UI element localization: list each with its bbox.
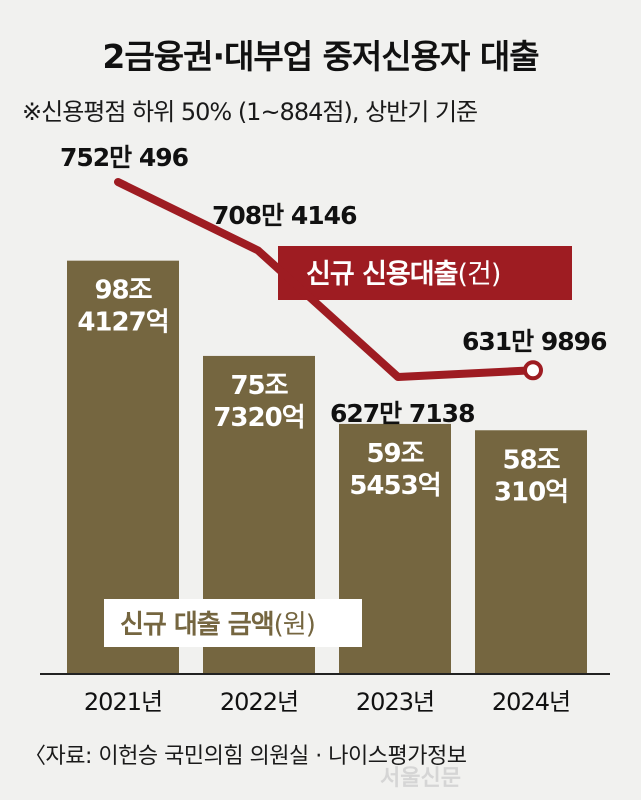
x-tick-label: 2023년 — [356, 688, 434, 716]
line-value-label: 631만 9896 — [462, 327, 607, 356]
line-end-marker — [523, 360, 543, 381]
bar-value-label: 7320억 — [213, 403, 304, 433]
bar-value-label: 58조 — [502, 445, 560, 475]
line-legend: 신규 신용대출(건) — [278, 246, 572, 300]
bar-legend-text: 신규 대출 금액(원) — [120, 610, 315, 640]
x-tick-label: 2024년 — [492, 688, 570, 716]
bar-value-label: 59조 — [366, 439, 424, 469]
x-tick-label: 2021년 — [84, 688, 162, 716]
x-tick-label: 2022년 — [220, 688, 298, 716]
chart-subtitle: ※신용평점 하위 50% (1~884점), 상반기 기준 — [22, 98, 478, 126]
line-legend-name: 신규 신용대출 — [306, 259, 458, 290]
watermark: 서울신문 — [380, 766, 461, 791]
line-data-labels: 752만 496 708만 4146 627만 7138 631만 9896 — [60, 143, 608, 428]
bar-value-label: 75조 — [230, 371, 288, 401]
line-value-label: 752만 496 — [60, 143, 189, 172]
bar-legend-unit: (원) — [274, 610, 315, 640]
line-value-label: 627만 7138 — [330, 399, 474, 428]
bar-legend-name: 신규 대출 금액 — [120, 610, 274, 640]
bar-value-label: 310억 — [494, 477, 568, 507]
bar-value-label: 4127억 — [77, 308, 168, 338]
line-legend-box — [278, 246, 572, 300]
line-legend-text: 신규 신용대출(건) — [306, 259, 500, 290]
line-series — [114, 178, 543, 381]
line-value-label: 708만 4146 — [212, 201, 357, 230]
bar-4 — [475, 430, 587, 674]
bar-value-label: 5453억 — [349, 471, 440, 501]
bar-legend-box — [104, 599, 362, 647]
line-path — [114, 178, 537, 381]
source-note: 〈자료: 이헌승 국민의힘 의원실 · 나이스평가정보 — [24, 744, 467, 769]
line-legend-unit: (건) — [457, 259, 500, 290]
chart-title: 2금융권·대부업 중저신용자 대출 — [102, 37, 539, 76]
x-axis-labels: 2021년 2022년 2023년 2024년 — [84, 688, 571, 716]
bar-legend: 신규 대출 금액(원) — [104, 599, 362, 647]
bar-value-label: 98조 — [94, 276, 152, 306]
